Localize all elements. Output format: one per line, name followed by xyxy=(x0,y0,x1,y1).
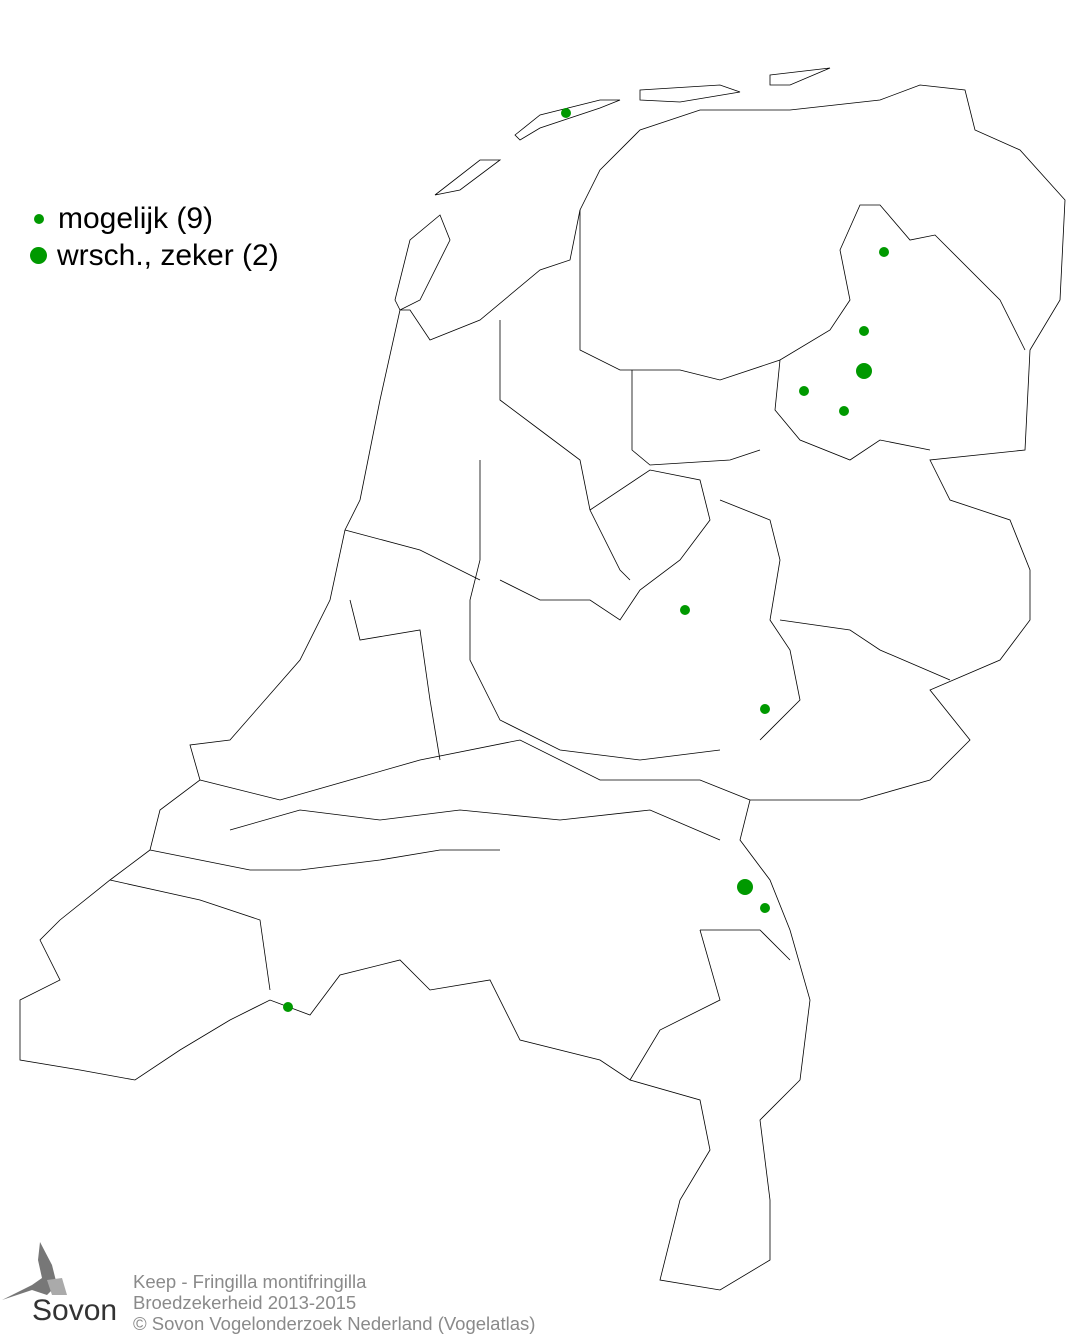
point-mogelijk xyxy=(561,108,571,118)
point-mogelijk xyxy=(283,1002,293,1012)
observation-points xyxy=(283,108,889,1012)
sovon-swallow-logo xyxy=(2,1242,67,1300)
small-dot-icon xyxy=(34,213,44,224)
logo-text: Sovon xyxy=(32,1294,118,1327)
caption-period: Broedzekerheid 2013-2015 xyxy=(133,1292,357,1313)
legend: mogelijk (9) wrsch., zeker (2) xyxy=(30,200,279,274)
point-zeker xyxy=(737,879,753,895)
point-mogelijk xyxy=(680,605,690,615)
point-zeker xyxy=(856,363,872,379)
legend-label: mogelijk (9) xyxy=(58,201,214,235)
point-mogelijk xyxy=(879,247,889,257)
legend-label: wrsch., zeker (2) xyxy=(57,238,279,272)
country-outline xyxy=(19,84,1066,1291)
point-mogelijk xyxy=(839,406,849,416)
legend-item-zeker: wrsch., zeker (2) xyxy=(30,237,279,274)
point-mogelijk xyxy=(760,903,770,913)
map-caption: Keep - Fringilla montifringilla Broedzek… xyxy=(133,1271,535,1334)
caption-species: Keep - Fringilla montifringilla xyxy=(133,1271,367,1292)
wadden-islands xyxy=(434,67,831,196)
caption-copyright: © Sovon Vogelonderzoek Nederland (Vogela… xyxy=(133,1313,536,1334)
province-borders xyxy=(109,204,1026,1081)
point-mogelijk xyxy=(760,704,770,714)
boundaries xyxy=(19,67,1066,1291)
legend-item-mogelijk: mogelijk (9) xyxy=(30,200,279,237)
point-mogelijk xyxy=(859,326,869,336)
large-dot-icon xyxy=(30,247,47,264)
point-mogelijk xyxy=(799,386,809,396)
